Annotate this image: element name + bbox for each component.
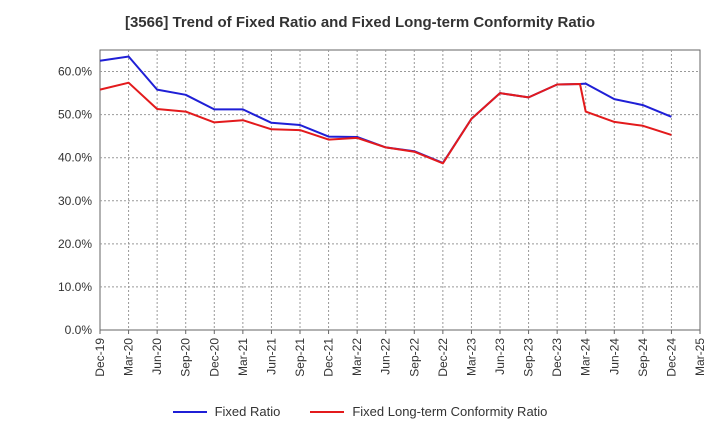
x-tick-label: Sep-20 (179, 338, 193, 377)
chart-title: [3566] Trend of Fixed Ratio and Fixed Lo… (124, 14, 596, 31)
series-line-fixed-long-term-conformity-ratio (99, 81, 672, 165)
x-tick-label: Sep-21 (293, 338, 307, 377)
y-tick-label: 0.0% (65, 323, 93, 337)
x-tick-label: Sep-24 (636, 338, 650, 377)
x-tick-label: Sep-23 (522, 338, 536, 377)
x-tick-label: Dec-22 (436, 338, 450, 377)
y-tick-label: 10.0% (58, 280, 92, 294)
y-tick-label: 20.0% (58, 237, 92, 251)
legend-swatch-fixed-ratio (172, 410, 207, 413)
x-tick-label: Mar-20 (122, 338, 136, 376)
x-tick-label: Jun-20 (150, 338, 164, 375)
legend-item-fixed-ratio: Fixed Ratio (172, 404, 281, 419)
y-tick-label: 40.0% (58, 151, 92, 165)
y-tick-label: 30.0% (58, 194, 92, 208)
y-tick-label: 50.0% (58, 108, 92, 122)
legend-label-fixed-ratio: Fixed Ratio (214, 404, 281, 419)
x-tick-label: Sep-22 (407, 338, 421, 377)
x-tick-label: Mar-25 (693, 338, 707, 376)
x-tick-label: Dec-24 (664, 338, 678, 377)
x-tick-label: Jun-21 (264, 338, 278, 375)
legend-label-fixed-long-term-conformity-ratio: Fixed Long-term Conformity Ratio (352, 404, 548, 419)
x-tick-label: Dec-21 (322, 338, 336, 377)
x-tick-label: Dec-23 (550, 338, 564, 377)
plot-area (99, 49, 701, 331)
x-tick-label: Jun-24 (607, 338, 621, 375)
x-tick-label: Jun-23 (493, 338, 507, 375)
y-tick-label: 60.0% (58, 65, 92, 79)
x-tick-label: Jun-22 (379, 338, 393, 375)
legend: Fixed Ratio Fixed Long-term Conformity R… (0, 404, 720, 419)
x-tick-label: Mar-23 (464, 338, 478, 376)
legend-swatch-fixed-long-term-conformity-ratio (310, 410, 345, 413)
x-tick-label: Mar-22 (350, 338, 364, 376)
legend-item-fixed-long-term-conformity-ratio: Fixed Long-term Conformity Ratio (310, 404, 547, 419)
x-tick-label: Mar-21 (236, 338, 250, 376)
x-tick-label: Mar-24 (579, 338, 593, 376)
x-tick-label: Dec-19 (93, 338, 107, 377)
x-tick-label: Dec-20 (207, 338, 221, 377)
